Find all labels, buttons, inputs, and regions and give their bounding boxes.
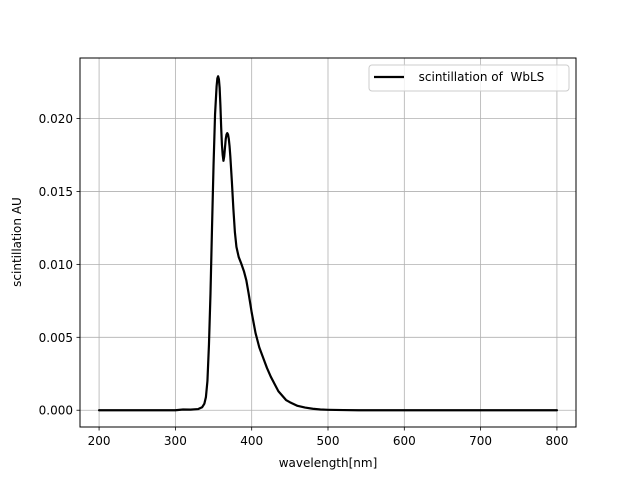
series-layer — [97, 75, 559, 412]
y-axis: 0.000 0.005 0.010 0.015 0.020 — [39, 112, 80, 418]
y-tick-label: 0.020 — [39, 112, 73, 126]
legend-label: scintillation of WbLS — [411, 70, 544, 84]
series-line — [97, 75, 559, 412]
x-tick-label: 500 — [317, 434, 340, 448]
x-tick-label: 300 — [164, 434, 187, 448]
y-tick-label: 0.010 — [39, 258, 73, 272]
x-tick-label: 400 — [240, 434, 263, 448]
y-tick-label: 0.000 — [39, 404, 73, 418]
x-axis-label: wavelength[nm] — [279, 456, 378, 470]
x-tick-label: 800 — [545, 434, 568, 448]
legend: scintillation of WbLS — [368, 64, 570, 92]
y-axis-label: scintillation AU — [10, 197, 24, 287]
x-tick-label: 200 — [88, 434, 111, 448]
y-tick-label: 0.015 — [39, 185, 73, 199]
x-tick-label: 700 — [469, 434, 492, 448]
legend-box — [368, 64, 570, 92]
y-tick-label: 0.005 — [39, 331, 73, 345]
x-axis: 200 300 400 500 600 700 800 — [88, 427, 568, 448]
x-tick-label: 600 — [393, 434, 416, 448]
